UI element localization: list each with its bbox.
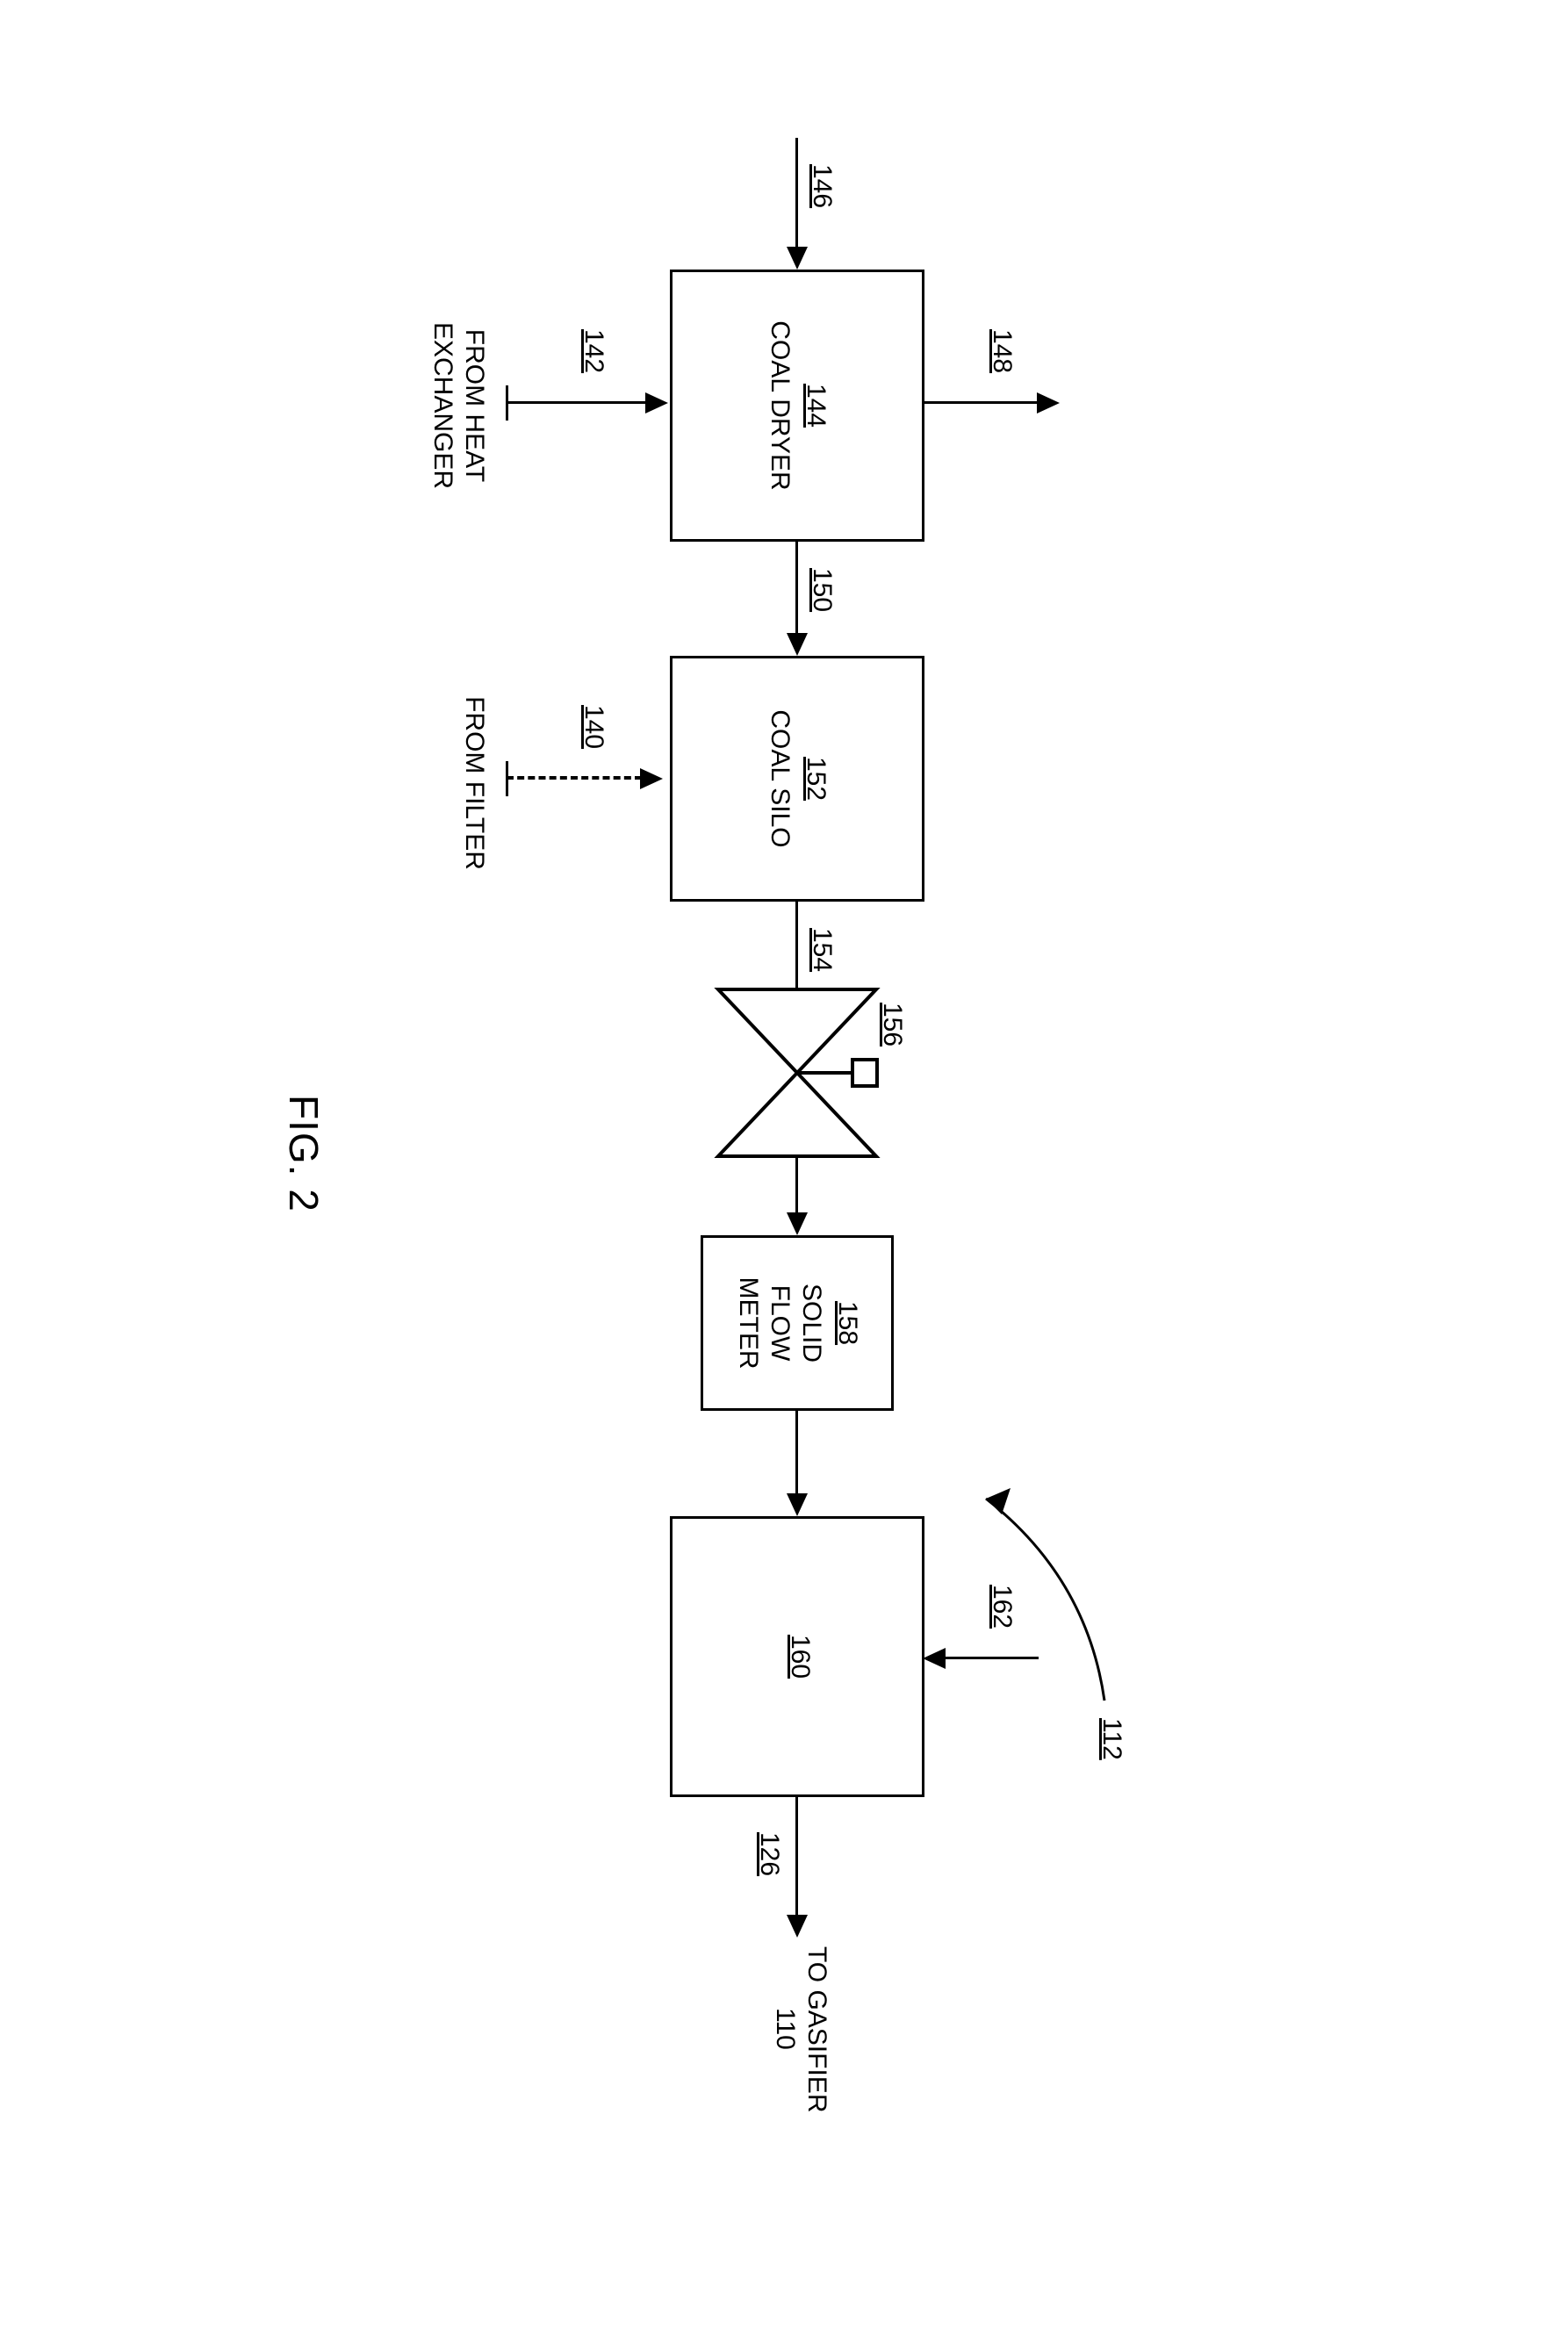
dryer-silo-arrowhead [787, 633, 808, 656]
flow-meter-block: 158 SOLID FLOW METER [701, 1235, 894, 1411]
heat-label: FROM HEAT EXCHANGER [427, 322, 490, 489]
mixer-top-line [944, 1657, 1039, 1659]
coal-silo-ref: 152 [801, 757, 831, 801]
dryer-silo-ref: 150 [807, 568, 837, 612]
filter-label: FROM FILTER [458, 691, 490, 875]
valve-meter-arrowhead [787, 1212, 808, 1235]
mixer-top-arrowhead [923, 1648, 946, 1669]
valve-meter-line [795, 1156, 798, 1216]
feed-ref: 146 [807, 164, 837, 208]
heat-label-text: FROM HEAT EXCHANGER [428, 322, 489, 489]
mixer-block: 160 [670, 1516, 924, 1797]
silo-valve-line [795, 902, 798, 989]
mixer-top-ref: 162 [987, 1585, 1017, 1629]
vent-line [924, 401, 1039, 404]
coal-dryer-ref: 144 [801, 384, 831, 428]
mixer-out-line [795, 1797, 798, 1918]
vent-ref: 148 [987, 329, 1017, 373]
heat-tee [506, 385, 508, 421]
mixer-out-label: TO GASIFIER [801, 1946, 832, 2157]
heat-line [507, 401, 647, 404]
flow-meter-label: SOLID FLOW METER [732, 1277, 827, 1370]
mixer-out-arrowhead [787, 1915, 808, 1938]
filter-line-dashed [507, 776, 642, 780]
coal-dryer-block: 144 COAL DRYER [670, 270, 924, 542]
filter-tee [506, 761, 508, 796]
mixer-ref: 160 [785, 1635, 815, 1679]
flow-meter-label-text: SOLID FLOW METER [734, 1277, 826, 1370]
figure-caption: FIG. 2 [280, 1095, 327, 1212]
meter-mixer-line [795, 1411, 798, 1497]
dryer-silo-line [795, 542, 798, 636]
mixer-out-dest-ref: 110 [770, 2008, 800, 2050]
valve-ref: 156 [877, 1003, 907, 1046]
system-ref: 112 [1097, 1718, 1126, 1760]
feed-arrowhead [787, 247, 808, 270]
coal-silo-block: 152 COAL SILO [670, 656, 924, 902]
process-flow-diagram: 112 146 144 COAL DRYER 148 142 FROM HEAT… [169, 111, 1399, 2219]
meter-mixer-arrowhead [787, 1493, 808, 1516]
feed-line [795, 138, 798, 250]
heat-arrowhead [645, 392, 668, 414]
flow-meter-ref: 158 [832, 1301, 862, 1345]
coal-dryer-label: COAL DRYER [764, 320, 795, 490]
vent-arrowhead [1037, 392, 1060, 414]
mixer-out-ref: 126 [754, 1832, 784, 1876]
filter-ref: 140 [579, 705, 608, 749]
filter-arrowhead [640, 768, 663, 789]
control-valve-icon [714, 989, 881, 1156]
heat-ref: 142 [579, 329, 608, 373]
silo-valve-ref: 154 [807, 928, 837, 972]
coal-silo-label: COAL SILO [764, 709, 795, 847]
